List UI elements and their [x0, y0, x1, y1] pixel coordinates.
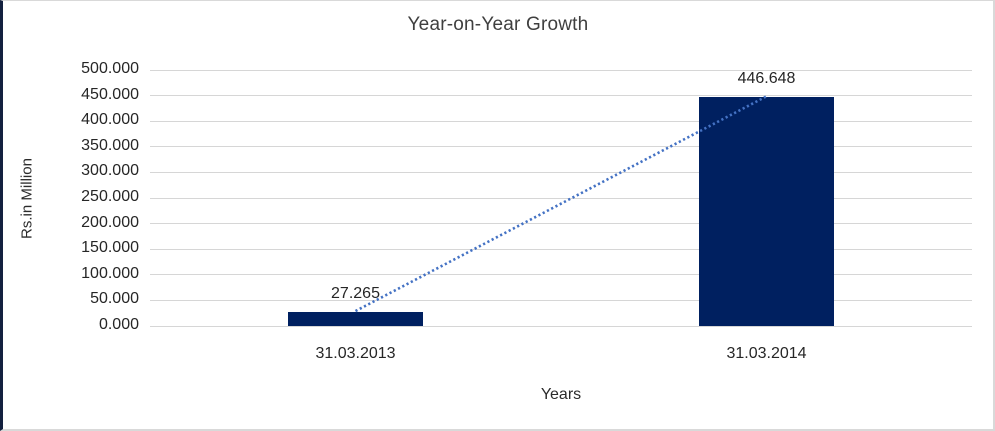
x-axis-title: Years [540, 386, 582, 403]
y-axis-tick-label: 500.000 [81, 60, 139, 77]
gridline [150, 146, 972, 148]
y-axis-tick-label: 250.000 [81, 188, 139, 205]
gridline [150, 95, 972, 97]
y-axis-tick-label: 0.000 [98, 316, 139, 333]
y-axis-title: Rs.in Million [18, 158, 36, 239]
x-axis-tick-label: 31.03.2014 [726, 345, 807, 362]
chart-title: Year-on-Year Growth [407, 14, 589, 35]
y-axis-tick-label: 100.000 [81, 264, 139, 282]
y-axis-tick-label: 50.000 [90, 290, 139, 308]
bar-31.03.2014 [699, 97, 834, 326]
gridline [150, 325, 972, 327]
gridline [150, 69, 972, 71]
y-axis-tick-label: 200.000 [81, 213, 139, 231]
y-axis-tick-label: 150.000 [81, 239, 139, 257]
y-axis-tick-label: 350.000 [81, 136, 139, 154]
data-label: 27.265 [331, 285, 380, 303]
bar-31.03.2013 [288, 312, 423, 326]
gridline [150, 223, 972, 225]
gridline [150, 120, 972, 122]
data-label: 446.648 [737, 70, 796, 88]
gridline [150, 197, 972, 199]
y-axis-tick-label: 400.000 [81, 111, 139, 129]
gridline [150, 171, 972, 173]
gridline [150, 274, 972, 276]
x-axis-tick-label: 31.03.2013 [315, 345, 396, 362]
y-axis-tick-label: 300.000 [81, 162, 139, 180]
gridline [150, 248, 972, 250]
trendline [354, 95, 768, 313]
plot-area [150, 69, 972, 327]
y-axis-tick-label: 450.000 [81, 85, 139, 103]
gridline [150, 299, 972, 301]
